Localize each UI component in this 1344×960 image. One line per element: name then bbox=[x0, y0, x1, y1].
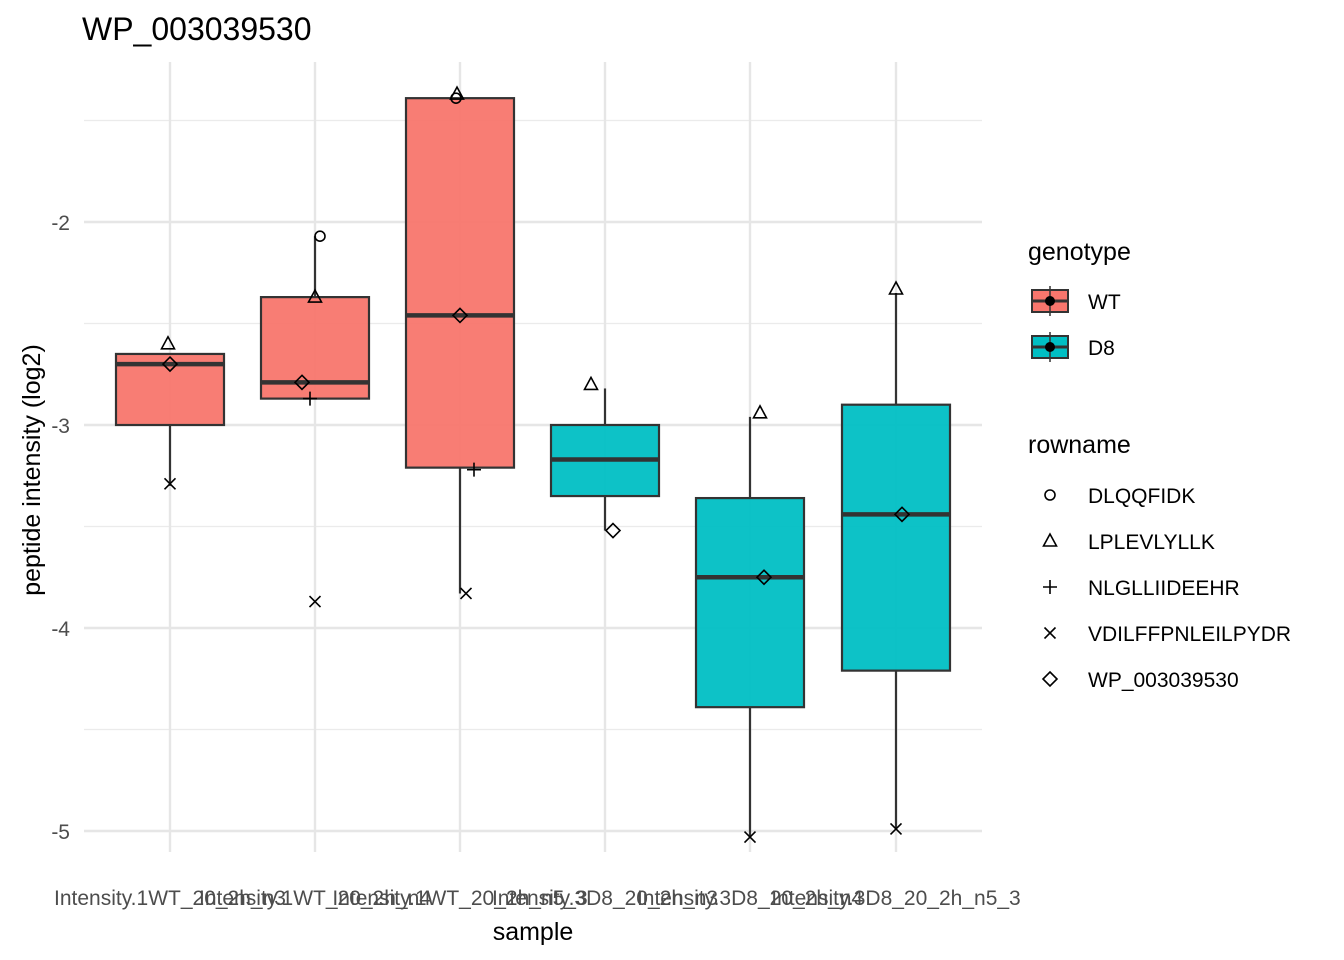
y-axis-label: peptide intensity (log2) bbox=[18, 344, 46, 596]
y-tick-label: -3 bbox=[51, 415, 70, 438]
chart-title: WP_003039530 bbox=[82, 11, 312, 47]
legend-title-rowname: rowname bbox=[1028, 431, 1131, 459]
box bbox=[404, 97, 516, 469]
box bbox=[840, 403, 952, 672]
point-diamond bbox=[893, 506, 911, 523]
x-axis-label: sample bbox=[493, 918, 574, 946]
legend-label: WT bbox=[1088, 291, 1121, 314]
legend-shape-triangle bbox=[1042, 532, 1058, 547]
legend-label: NLGLLIIDEEHR bbox=[1088, 577, 1240, 600]
x-tick-label: Intensity.1WT_20_2h_n3 bbox=[54, 887, 286, 910]
point-diamond bbox=[604, 522, 622, 539]
point-triangle bbox=[583, 375, 599, 391]
points bbox=[160, 85, 911, 844]
x-tick-label: Intensity.1WT_20_2h_n5_3 bbox=[332, 887, 587, 910]
axes: -5-4-3-2Intensity.1WT_20_2h_n3Intensity.… bbox=[51, 212, 1020, 910]
legend: genotype WT D8 rowname DLQQFIDK LPLEVLYLLK NLG… bbox=[1028, 238, 1291, 692]
point-triangle bbox=[160, 335, 176, 350]
point-triangle bbox=[888, 280, 904, 295]
point-diamond bbox=[293, 374, 311, 391]
legend-label: VDILFFPNLEILPYDR bbox=[1088, 623, 1291, 646]
legend-key-dot bbox=[1045, 342, 1055, 352]
point-plus bbox=[303, 391, 317, 406]
point-cross bbox=[889, 822, 903, 836]
point-diamond bbox=[451, 307, 469, 324]
x-tick-label: Intensity.3D8_20_2h_n5_3 bbox=[771, 887, 1020, 910]
y-tick-label: -5 bbox=[51, 821, 70, 844]
point-cross bbox=[163, 477, 177, 490]
point-circle bbox=[314, 230, 326, 243]
legend-label: LPLEVLYLLK bbox=[1088, 531, 1215, 554]
point-diamond bbox=[755, 569, 773, 586]
x-tick-label: Intensity.1WT_20_2h_n4 bbox=[199, 887, 431, 910]
legend-shape-plus bbox=[1043, 580, 1057, 594]
y-tick-label: -4 bbox=[51, 618, 70, 641]
point-triangle bbox=[307, 288, 323, 303]
y-tick-label: -2 bbox=[51, 212, 70, 235]
box bbox=[694, 496, 806, 709]
point-plus bbox=[467, 462, 481, 477]
legend-title-genotype: genotype bbox=[1028, 238, 1131, 266]
point-circle bbox=[450, 92, 462, 104]
boxes bbox=[114, 97, 952, 838]
legend-shape-diamond bbox=[1041, 670, 1059, 688]
point-triangle bbox=[752, 404, 768, 419]
point-diamond bbox=[161, 355, 179, 373]
legend-shape-circle bbox=[1044, 489, 1056, 501]
legend-label: DLQQFIDK bbox=[1088, 485, 1195, 508]
point-cross bbox=[459, 587, 473, 600]
x-tick-label: Intensity.3D8_20_2h_n4 bbox=[637, 887, 863, 910]
legend-label: WP_003039530 bbox=[1088, 669, 1239, 692]
legend-label: D8 bbox=[1088, 337, 1115, 360]
legend-key-dot bbox=[1045, 296, 1055, 306]
legend-shape-cross bbox=[1043, 626, 1057, 640]
point-cross bbox=[308, 595, 322, 608]
x-tick-label: Intensity.3D8_20_2h_n3 bbox=[492, 887, 718, 910]
point-cross bbox=[743, 831, 757, 844]
